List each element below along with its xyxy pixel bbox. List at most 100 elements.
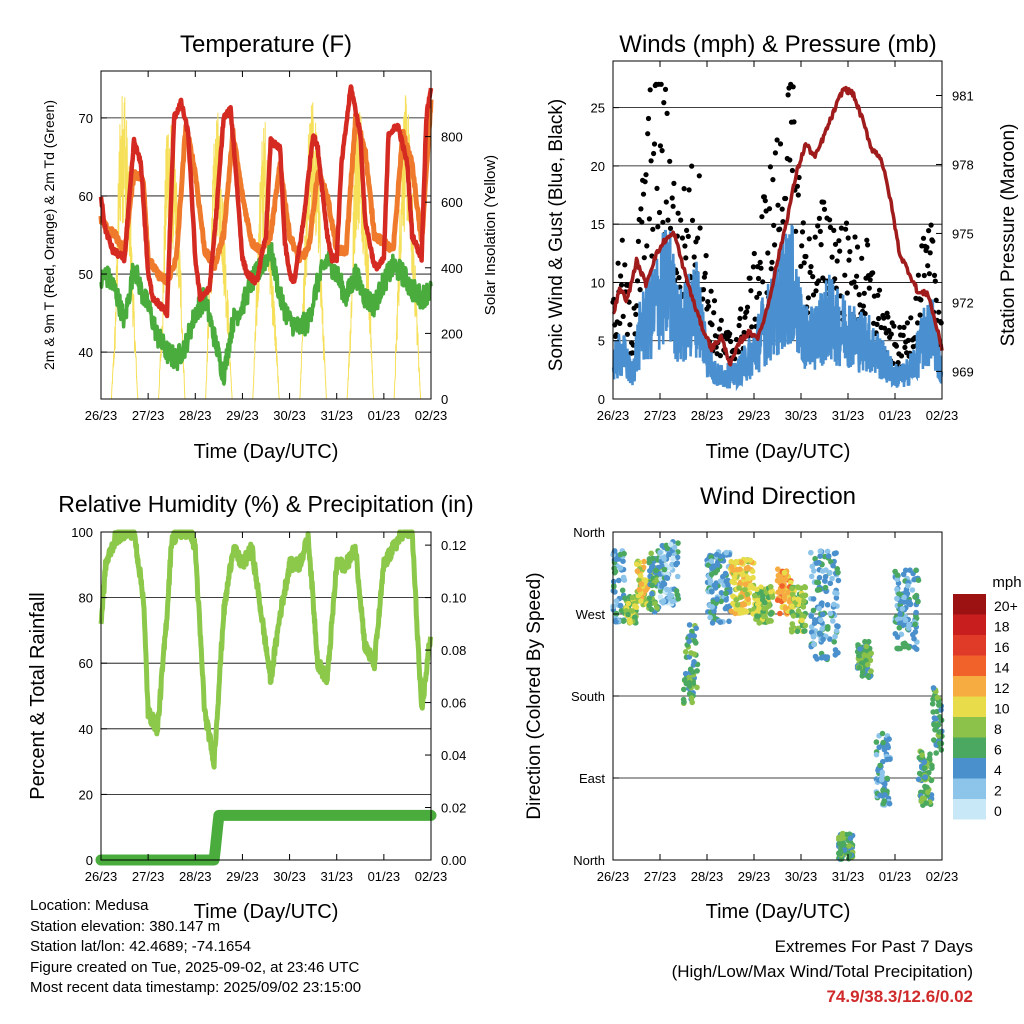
gust-point [845,235,851,241]
direction-point [877,762,883,769]
direction-point [667,541,674,548]
direction-point [832,652,839,658]
direction-point [927,751,933,757]
direction-point [787,579,794,586]
direction-point [691,659,697,665]
direction-point [906,622,912,628]
y-tick-label: 60 [79,656,93,671]
direction-point [822,573,829,580]
gust-point [888,331,894,337]
direction-point [654,605,660,611]
gust-point [645,115,652,122]
direction-point [824,626,831,632]
gust-point [662,86,669,92]
direction-point [625,600,632,607]
direction-point [808,613,814,619]
gust-point [750,264,757,270]
x-tick-label: 30/23 [273,869,306,884]
direction-point [756,605,762,611]
direction-point [725,577,731,584]
direction-point [714,596,720,602]
gust-point [843,226,849,232]
gust-point [741,329,747,336]
gust-point [803,253,809,260]
gust-point [620,313,626,319]
direction-point [820,636,826,643]
direction-point [694,668,700,674]
direction-point [878,776,885,783]
direction-point [800,604,807,610]
direction-point [747,557,753,563]
direction-point [835,577,842,584]
direction-point [648,564,655,571]
gust-point [834,258,840,264]
direction-point [723,597,729,603]
gust-point [852,234,858,240]
direction-point [681,699,687,705]
direction-point [649,590,655,597]
direction-point [882,781,888,787]
y2-tick-label: 0.12 [441,538,466,553]
gust-point [661,100,667,106]
direction-point [616,577,622,584]
direction-point [646,559,653,566]
gust-point [915,320,921,326]
x-tick-label: 29/23 [226,408,259,423]
x-tick-label: 31/23 [832,408,865,423]
direction-point [709,620,716,626]
direction-point [886,736,892,742]
gust-point [932,278,938,284]
gust-point [618,273,624,279]
direction-point [722,605,729,612]
figure-created: Figure created on Tue, 2025-09-02, at 23… [30,958,360,976]
direction-point [821,578,828,584]
direction-point [894,595,900,602]
direction-point [774,577,781,584]
gust-point [748,288,754,294]
station-location: Location: Medusa [30,897,149,914]
direction-xlabel: Time (Day/UTC) [706,901,851,923]
direction-point [626,617,633,623]
gust-point [644,243,650,249]
gust-point [816,215,823,221]
gust-point [859,255,865,261]
temperature-title: Temperature (F) [180,31,352,58]
gust-point [675,210,681,216]
legend-swatch [953,635,986,656]
gust-point [931,272,938,278]
direction-point [621,617,627,624]
precip-line [95,809,437,866]
direction-point [664,586,670,593]
direction-point [726,618,732,625]
direction-point [836,834,842,841]
direction-point [725,582,731,588]
gust-point [634,303,640,309]
direction-point [936,729,942,735]
x-tick-label: 02/23 [926,408,959,423]
direction-point [862,638,868,645]
direction-point [622,595,628,601]
direction-point [668,592,675,599]
direction-point [621,577,628,583]
gust-point [924,244,930,250]
direction-point [752,592,758,599]
legend-title: mph [992,574,1021,591]
direction-point [688,650,694,656]
x-tick-label: 28/23 [691,869,724,884]
legend-label: 20+ [994,598,1018,614]
gust-point [810,292,817,298]
direction-point [742,586,748,593]
direction-point [824,654,831,660]
direction-point [744,591,751,598]
direction-point [814,560,820,566]
gust-point [860,303,867,309]
x-tick-label: 30/23 [785,408,818,423]
gust-point [861,290,867,296]
direction-point [781,569,788,576]
direction-point [710,599,717,605]
direction-point [620,558,626,564]
direction-point [840,840,847,847]
direction-point [873,739,880,745]
gust-point [679,235,686,241]
direction-title: Wind Direction [700,483,856,510]
